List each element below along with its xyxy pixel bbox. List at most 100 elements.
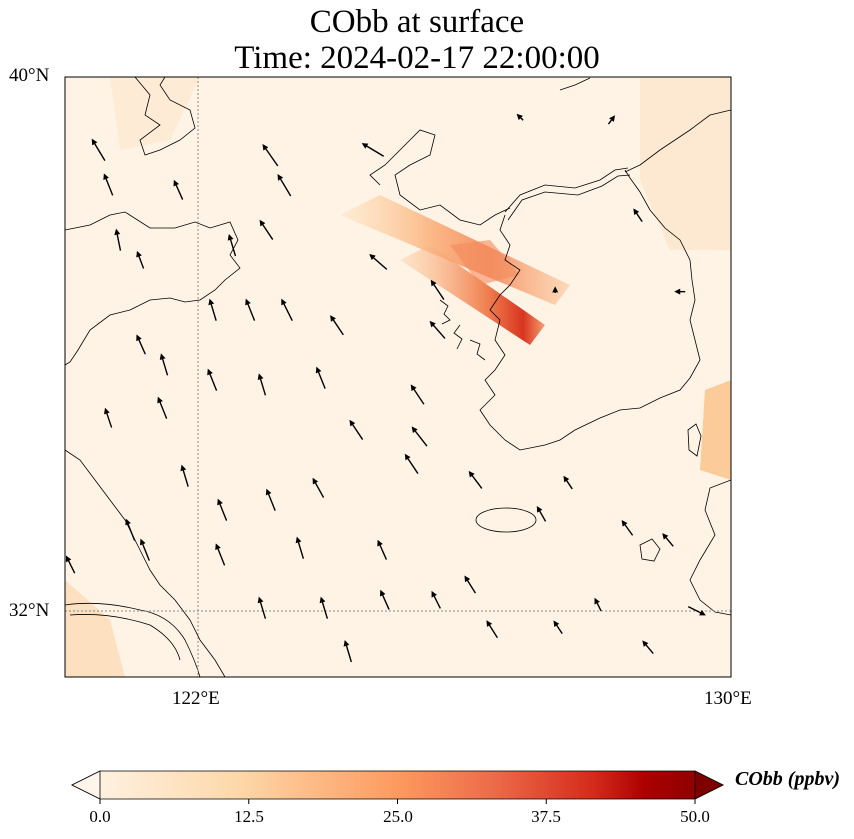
wind-arrow-shaft (412, 387, 425, 405)
wind-arrow-shaft (158, 400, 168, 419)
wind-arrow-shaft (182, 468, 189, 487)
wind-arrow-head (699, 610, 706, 616)
wind-arrow-shaft (264, 146, 279, 167)
colorbar-label: CObb (ppbv) (735, 768, 840, 790)
wind-arrow-shaft (664, 535, 674, 547)
wind-arrow-shaft (432, 282, 445, 300)
wind-arrow-shaft (210, 302, 217, 321)
wind-arrow-shaft (470, 473, 483, 489)
wind-arrow-head (609, 115, 616, 122)
wind-arrow-head (125, 518, 131, 526)
wind-arrow-head (361, 143, 369, 149)
wind-arrow-head (315, 366, 322, 374)
wind-arrow-shaft (465, 578, 477, 594)
wind-arrow-head (207, 368, 213, 376)
wind-arrow-shaft (644, 643, 654, 655)
wind-arrow-head (594, 597, 600, 605)
wind-arrow-head (173, 179, 179, 187)
wind-arrow-shaft (687, 605, 703, 615)
wind-arrow-shaft (317, 370, 326, 389)
lat-tick-40: 40°N (9, 65, 50, 86)
wind-arrow-head (227, 234, 234, 241)
wind-arrow-head (91, 138, 98, 146)
wind-arrow-head (257, 596, 264, 604)
wind-arrow-shaft (364, 144, 385, 157)
concentration-patch (700, 380, 731, 480)
wind-arrow-shaft (126, 522, 136, 541)
wind-arrow-head (369, 253, 376, 261)
wind-arrow-shaft (216, 546, 226, 566)
wind-arrow-shaft (229, 237, 237, 257)
wind-arrow-head (136, 334, 142, 342)
wind-arrow-head (536, 505, 543, 513)
wind-arrow-shaft (297, 540, 305, 559)
wind-arrow-head (411, 426, 418, 434)
wind-arrow-shaft (321, 600, 329, 619)
wind-arrow-shaft (345, 643, 353, 663)
wind-arrow-shaft (538, 509, 547, 522)
colorbar-tick: 25.0 (383, 807, 413, 826)
wind-arrow-shaft (141, 542, 150, 561)
wind-arrow-head (312, 477, 319, 485)
wind-arrow-head (277, 174, 284, 181)
wind-arrow-head (136, 250, 142, 258)
wind-arrow-head (114, 228, 121, 236)
wind-arrow-head (377, 539, 383, 547)
wind-arrow-shaft (93, 141, 106, 162)
coastlines (65, 77, 731, 677)
wind-arrow-head (563, 475, 570, 483)
wind-arrow-head (516, 113, 523, 121)
wind-arrow-head (104, 407, 110, 415)
wind-arrow-head (410, 384, 417, 392)
wind-arrow-head (662, 533, 669, 540)
wind-arrow-shaft (381, 593, 390, 610)
wind-arrow-head (215, 543, 221, 551)
lon-tick-130: 130°E (704, 688, 752, 709)
wind-arrow-shaft (371, 256, 388, 270)
wind-arrow-shaft (431, 323, 446, 339)
wind-arrow-head (553, 620, 560, 628)
chart-title: CObb at surface (309, 4, 525, 40)
wind-arrow-head (674, 288, 681, 295)
concentration-patch (110, 77, 200, 150)
colorbar-extend-max (694, 770, 724, 800)
wind-arrow-head (404, 453, 411, 461)
wind-arrow-shaft (104, 176, 114, 196)
wind-arrow-shaft (406, 456, 419, 474)
wind-arrow-head (139, 538, 146, 546)
wind-arrow-shaft (351, 422, 364, 440)
wind-arrow-shaft (378, 543, 388, 560)
wind-arrow-head (621, 519, 628, 527)
wind-arrow-head (259, 219, 266, 227)
colorbar-tick: 12.5 (234, 807, 264, 826)
wind-arrow-head (330, 315, 336, 322)
wind-arrow-shaft (432, 594, 441, 609)
wind-arrow-shaft (413, 429, 428, 447)
wind-arrow-shaft (267, 492, 276, 511)
colorbar-tick: 50.0 (680, 807, 710, 826)
wind-arrow-shaft (261, 222, 274, 240)
wind-arrow-head (642, 640, 649, 647)
wind-arrow-head (65, 555, 72, 563)
co-plume (400, 245, 545, 345)
wind-arrow-head (430, 279, 437, 287)
wind-arrow-head (208, 298, 215, 306)
concentration-patch (640, 77, 731, 250)
wind-arrow-head (245, 298, 251, 306)
colorbar-tick: 37.5 (531, 807, 561, 826)
wind-arrow-head (633, 208, 640, 216)
wind-arrow-shaft (137, 337, 146, 355)
wind-arrow-shaft (208, 372, 218, 391)
wind-arrow-head (468, 470, 475, 478)
lat-tick-32: 32°N (9, 600, 50, 621)
colorbar-tick: 0.0 (89, 807, 111, 826)
wind-arrow-head (431, 590, 437, 598)
wind-arrow-shaft (137, 254, 145, 269)
chart-subtitle-time: Time: 2024-02-17 22:00:00 (234, 40, 600, 76)
wind-arrow-head (265, 488, 272, 496)
wind-arrow-head (343, 640, 350, 647)
wind-arrow-head (281, 298, 287, 306)
wind-arrow-shaft (259, 376, 267, 396)
concentration-patch (65, 580, 125, 677)
